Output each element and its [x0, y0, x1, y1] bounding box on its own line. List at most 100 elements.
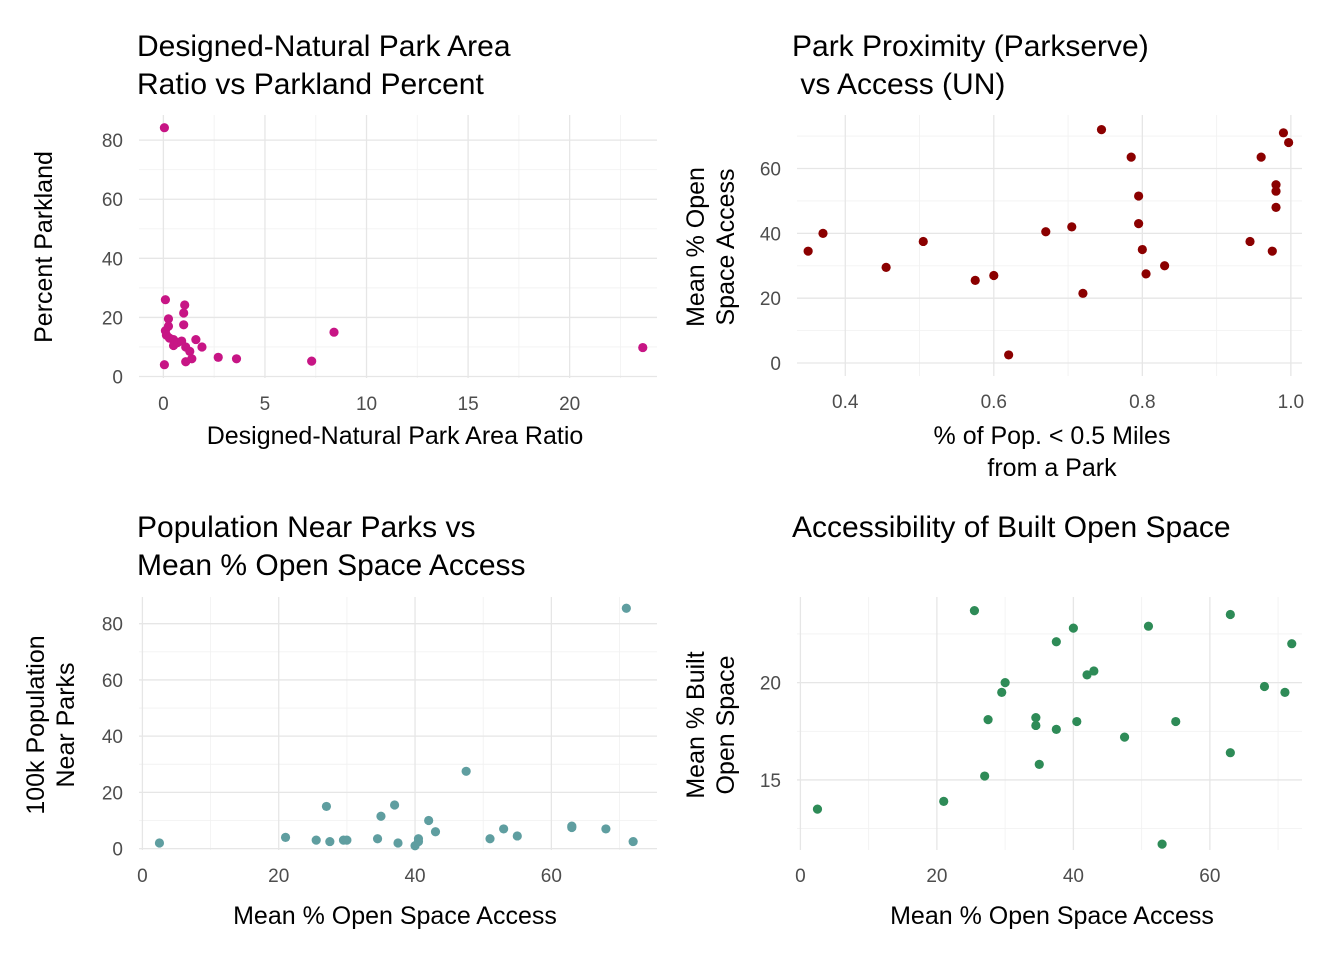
data-point — [342, 835, 352, 845]
data-point — [389, 800, 400, 810]
data-point — [628, 836, 638, 847]
y-axis-label-line: Near Parks — [52, 662, 80, 787]
y-axis-label-line: Percent Parkland — [30, 151, 58, 343]
panel-title-line: Park Proximity (Parkserve) — [792, 30, 1149, 63]
x-tick-label: 60 — [541, 866, 562, 887]
data-point — [1067, 222, 1077, 232]
y-axis-label-line: Space Access — [712, 168, 740, 325]
data-point — [1126, 152, 1136, 162]
x-tick-label: 60 — [1199, 866, 1220, 887]
x-axis-label: Designed-Natural Park Area Ratio — [207, 422, 584, 450]
y-axis-label-line: Mean % Built — [682, 651, 710, 798]
data-point — [567, 821, 577, 831]
plot-grid: 0 5 10 15 20 0 20 40 60 80 Designed-Natural Park A… — [22, 30, 1304, 930]
x-tick-label: 20 — [926, 866, 947, 887]
x-axis-label-line: Designed-Natural Park Area Ratio — [207, 422, 584, 450]
data-point — [1245, 236, 1255, 247]
y-tick-label: 20 — [760, 289, 781, 310]
y-tick-label: 20 — [102, 783, 123, 804]
data-point — [1137, 244, 1147, 255]
data-point — [185, 346, 195, 357]
panel-title: Designed-Natural Park Area Ratio vs Parkl… — [137, 30, 511, 101]
data-point — [1034, 759, 1044, 769]
data-point — [1051, 637, 1061, 647]
data-point — [1143, 621, 1154, 631]
data-point — [179, 320, 189, 330]
x-tick-label: 40 — [1063, 866, 1084, 887]
data-point — [1119, 732, 1130, 742]
data-point — [1031, 713, 1041, 723]
data-point — [969, 606, 980, 616]
data-point — [1278, 128, 1289, 138]
y-tick-label: 60 — [102, 671, 123, 692]
data-point — [485, 834, 495, 844]
data-point — [621, 603, 631, 613]
scatter-panel-4: 0 20 40 60 15 20 Accessibility of Built Open S… — [682, 511, 1302, 930]
data-point — [638, 342, 648, 353]
data-point — [1171, 716, 1181, 727]
y-axis-label: Percent Parkland — [30, 151, 58, 343]
data-point — [983, 715, 993, 725]
data-point — [1287, 639, 1297, 649]
data-point — [601, 824, 611, 834]
y-tick-label: 40 — [760, 224, 781, 245]
y-axis-label: 100k PopulationNear Parks — [22, 635, 80, 814]
x-tick-label: 20 — [559, 394, 580, 415]
scatter-panel-3: 0 20 40 60 0 20 40 60 80 Population Near Parks vs… — [22, 511, 657, 930]
x-tick-label: 15 — [458, 394, 479, 415]
x-tick-label: 20 — [268, 866, 289, 887]
x-axis-label: Mean % Open Space Access — [233, 902, 557, 930]
data-point — [430, 827, 441, 837]
data-point — [1259, 681, 1270, 692]
data-point — [154, 838, 165, 848]
panel-title-line: Accessibility of Built Open Space — [792, 511, 1231, 544]
y-tick-label: 20 — [102, 308, 123, 329]
y-axis-label: Mean % OpenSpace Access — [682, 167, 740, 327]
data-point — [160, 295, 171, 305]
data-point — [311, 835, 321, 845]
data-point — [424, 815, 434, 826]
data-point — [818, 228, 828, 238]
data-point — [1134, 219, 1144, 229]
data-point — [1271, 180, 1281, 190]
data-point — [163, 314, 174, 324]
x-axis-label-line: % of Pop. < 0.5 Miles — [934, 422, 1171, 450]
data-point — [803, 246, 813, 256]
y-tick-label: 40 — [102, 727, 123, 748]
data-point — [180, 300, 190, 310]
data-point — [307, 356, 317, 366]
data-point — [1000, 678, 1010, 688]
data-point — [1225, 748, 1235, 758]
x-axis-label-line: Mean % Open Space Access — [890, 902, 1214, 930]
data-point — [231, 354, 242, 364]
y-tick-label: 0 — [112, 840, 123, 861]
data-point — [499, 824, 509, 834]
y-axis-label-line: Mean % Open — [682, 167, 710, 327]
panel-title: Population Near Parks vs Mean % Open Spac… — [137, 511, 526, 582]
data-point — [980, 771, 990, 781]
y-tick-label: 0 — [770, 354, 781, 375]
data-point — [812, 804, 823, 814]
panel-title-line: Population Near Parks vs — [137, 511, 476, 544]
x-tick-label: 0 — [158, 394, 169, 415]
data-point — [1072, 716, 1082, 727]
y-axis-label: Mean % BuiltOpen Space — [682, 651, 740, 798]
x-tick-label: 40 — [404, 866, 425, 887]
data-point — [1271, 186, 1281, 196]
data-point — [1051, 724, 1061, 734]
data-point — [1004, 350, 1014, 360]
data-point — [997, 687, 1007, 697]
data-point — [1160, 261, 1170, 271]
x-tick-label: 10 — [356, 394, 377, 415]
data-point — [325, 836, 335, 847]
data-point — [970, 275, 980, 285]
data-point — [197, 342, 207, 352]
y-tick-label: 80 — [102, 615, 123, 636]
y-tick-label: 80 — [102, 131, 123, 152]
y-axis-label-line: Open Space — [712, 656, 740, 795]
y-tick-label: 60 — [102, 190, 123, 211]
x-tick-label: 0.4 — [832, 392, 859, 413]
panel-title-line: vs Access (UN) — [792, 68, 1005, 101]
